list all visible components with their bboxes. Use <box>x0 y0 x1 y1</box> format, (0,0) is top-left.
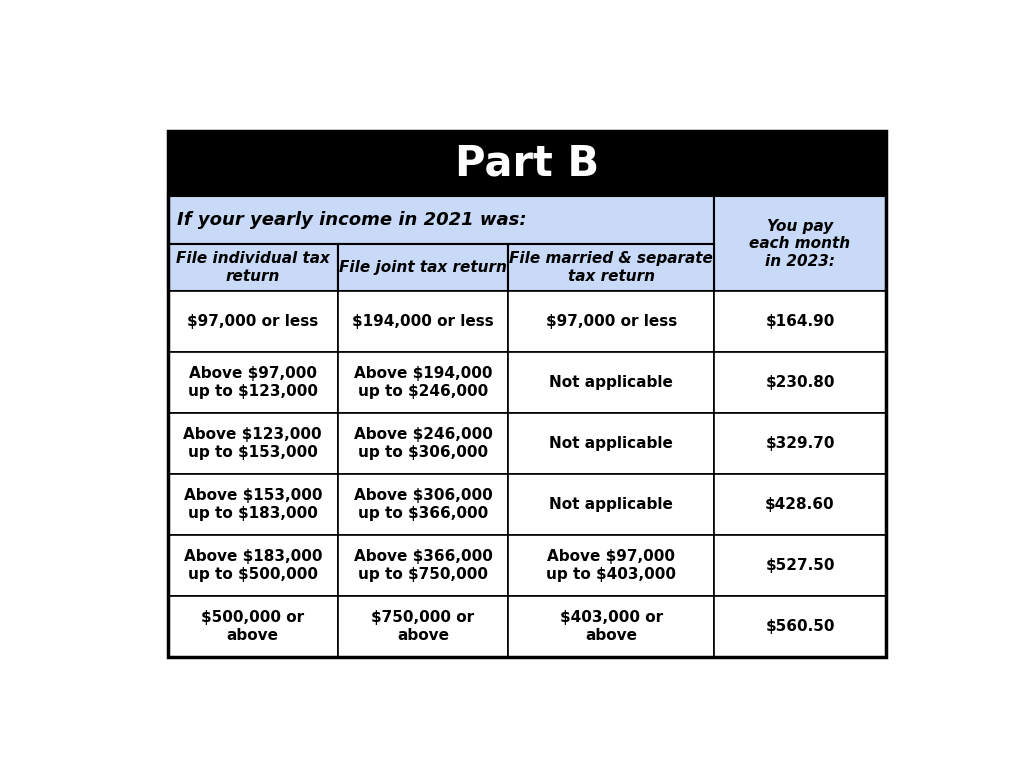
Bar <box>508 352 714 413</box>
Bar <box>338 596 508 657</box>
Bar <box>168 291 338 352</box>
Bar <box>508 535 714 596</box>
Text: $164.90: $164.90 <box>765 314 835 329</box>
Text: Above $97,000
up to $403,000: Above $97,000 up to $403,000 <box>546 549 676 581</box>
Bar <box>338 352 508 413</box>
Text: Above $246,000
up to $306,000: Above $246,000 up to $306,000 <box>353 427 493 460</box>
Text: $428.60: $428.60 <box>765 497 835 512</box>
Bar <box>714 413 886 474</box>
Bar <box>508 291 714 352</box>
Text: File joint tax return: File joint tax return <box>339 260 507 275</box>
Bar <box>714 474 886 535</box>
Text: $230.80: $230.80 <box>765 375 835 390</box>
Text: File individual tax
return: File individual tax return <box>176 251 330 283</box>
Bar <box>168 197 714 243</box>
Bar <box>168 596 338 657</box>
Bar <box>714 352 886 413</box>
Bar <box>168 352 338 413</box>
Text: $97,000 or less: $97,000 or less <box>546 314 677 329</box>
Bar <box>714 291 886 352</box>
Bar <box>714 596 886 657</box>
Bar <box>168 243 338 291</box>
Text: Not applicable: Not applicable <box>549 375 673 390</box>
Text: $97,000 or less: $97,000 or less <box>187 314 318 329</box>
Bar <box>714 197 886 291</box>
Text: $403,000 or
above: $403,000 or above <box>559 611 663 643</box>
Bar <box>168 413 338 474</box>
Text: Above $366,000
up to $750,000: Above $366,000 up to $750,000 <box>353 549 493 581</box>
Text: Not applicable: Not applicable <box>549 436 673 451</box>
Bar <box>168 131 886 657</box>
Text: Above $97,000
up to $123,000: Above $97,000 up to $123,000 <box>187 366 317 399</box>
Text: $329.70: $329.70 <box>765 436 835 451</box>
Bar <box>168 474 338 535</box>
Bar <box>338 535 508 596</box>
Text: $194,000 or less: $194,000 or less <box>352 314 494 329</box>
Text: $750,000 or
above: $750,000 or above <box>372 611 474 643</box>
Bar <box>508 243 714 291</box>
Text: Part B: Part B <box>455 143 599 184</box>
Bar <box>508 413 714 474</box>
Text: If your yearly income in 2021 was:: If your yearly income in 2021 was: <box>177 211 526 229</box>
Text: You pay
each month
in 2023:: You pay each month in 2023: <box>750 219 851 269</box>
Bar <box>714 535 886 596</box>
Text: $527.50: $527.50 <box>765 558 835 573</box>
Bar <box>508 596 714 657</box>
Bar <box>338 413 508 474</box>
Bar <box>168 131 886 197</box>
Text: Above $306,000
up to $366,000: Above $306,000 up to $366,000 <box>353 488 493 521</box>
Text: Not applicable: Not applicable <box>549 497 673 512</box>
Text: File married & separate
tax return: File married & separate tax return <box>509 251 713 283</box>
Bar <box>508 474 714 535</box>
Text: $560.50: $560.50 <box>765 619 835 634</box>
Text: Above $194,000
up to $246,000: Above $194,000 up to $246,000 <box>353 366 493 399</box>
Bar <box>168 535 338 596</box>
Bar <box>338 474 508 535</box>
Bar <box>338 291 508 352</box>
Text: $500,000 or
above: $500,000 or above <box>202 611 304 643</box>
Bar <box>338 243 508 291</box>
Text: Above $123,000
up to $153,000: Above $123,000 up to $153,000 <box>183 427 323 460</box>
Text: Above $183,000
up to $500,000: Above $183,000 up to $500,000 <box>183 549 322 581</box>
Text: Above $153,000
up to $183,000: Above $153,000 up to $183,000 <box>183 488 322 521</box>
